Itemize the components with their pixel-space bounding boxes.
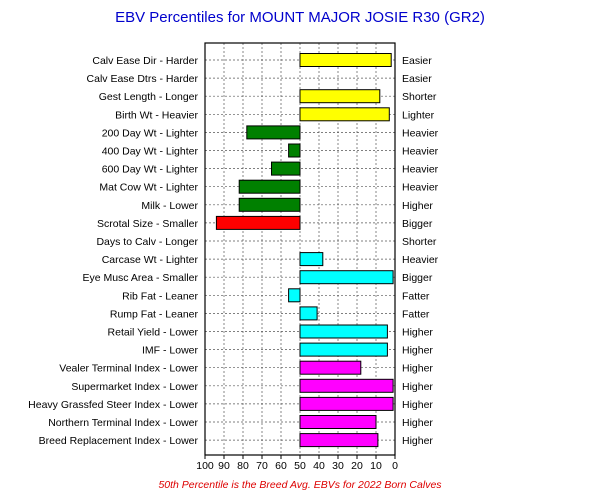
bar-20 xyxy=(299,396,394,411)
direction-label: Heavier xyxy=(402,254,439,266)
bar-6 xyxy=(288,143,301,158)
x-tick-label: 100 xyxy=(196,460,214,472)
direction-label: Higher xyxy=(402,417,433,429)
x-tick-label: 80 xyxy=(237,460,249,472)
x-tick-label: 50 xyxy=(294,460,306,472)
direction-label: Higher xyxy=(402,435,433,447)
category-label: Gest Length - Longer xyxy=(99,91,199,103)
direction-label: Heavier xyxy=(402,146,439,158)
bar-1 xyxy=(299,53,392,67)
category-label: 200 Day Wt - Lighter xyxy=(102,127,199,139)
bar-16 xyxy=(299,324,388,339)
x-tick-label: 20 xyxy=(351,460,363,472)
bar-13 xyxy=(299,270,394,285)
direction-label: Bigger xyxy=(402,218,433,230)
category-label: IMF - Lower xyxy=(142,345,199,357)
x-tick-label: 90 xyxy=(218,460,230,472)
direction-label: Higher xyxy=(402,363,433,375)
direction-label: Heavier xyxy=(402,127,439,139)
bar-14 xyxy=(288,288,301,303)
category-label: Milk - Lower xyxy=(141,200,198,212)
category-label: Birth Wt - Heavier xyxy=(115,109,198,121)
bar-15 xyxy=(299,306,318,321)
category-label: Mat Cow Wt - Lighter xyxy=(99,182,198,194)
category-label: Retail Yield - Lower xyxy=(108,327,199,339)
direction-label: Bigger xyxy=(402,272,433,284)
category-label: Rib Fat - Leaner xyxy=(122,290,198,302)
category-label: Calv Ease Dir - Harder xyxy=(92,55,198,67)
plot-frame xyxy=(204,42,396,456)
direction-label: Higher xyxy=(402,200,433,212)
chart-footnote: 50th Percentile is the Breed Avg. EBVs f… xyxy=(158,479,442,491)
bar-21 xyxy=(299,415,377,429)
category-label: Days to Calv - Longer xyxy=(96,236,198,248)
bar-18 xyxy=(299,360,362,375)
category-label: Supermarket Index - Lower xyxy=(71,381,198,393)
bars-layer xyxy=(215,53,394,448)
direction-label: Fatter xyxy=(402,290,430,302)
direction-label: Higher xyxy=(402,327,433,339)
direction-label: Higher xyxy=(402,381,433,393)
direction-label: Easier xyxy=(402,55,432,67)
direction-label: Lighter xyxy=(402,109,435,121)
bar-17 xyxy=(299,342,388,357)
x-tick-labels: 100 90 80 70 60 50 40 30 20 10 0 xyxy=(196,455,398,472)
direction-label: Heavier xyxy=(402,182,439,194)
x-tick-label: 10 xyxy=(370,460,382,472)
bar-9 xyxy=(238,197,301,212)
x-tick-label: 0 xyxy=(392,460,398,472)
direction-label: Higher xyxy=(402,345,433,357)
x-tick-label: 60 xyxy=(275,460,287,472)
category-label: Scrotal Size - Smaller xyxy=(97,218,198,230)
category-label: Carcase Wt - Lighter xyxy=(102,254,199,266)
bar-10 xyxy=(215,215,301,230)
category-label: Rump Fat - Leaner xyxy=(110,308,199,320)
bar-7 xyxy=(271,161,301,176)
bar-5 xyxy=(246,125,301,140)
grid-layer xyxy=(205,43,395,455)
category-label: Vealer Terminal Index - Lower xyxy=(59,363,198,375)
category-label: 600 Day Wt - Lighter xyxy=(102,164,199,176)
bar-22 xyxy=(299,433,379,448)
direction-label: Heavier xyxy=(402,164,439,176)
category-label: Breed Replacement Index - Lower xyxy=(39,435,199,447)
direction-label: Shorter xyxy=(402,91,437,103)
bar-12 xyxy=(299,252,324,267)
bar-3 xyxy=(299,89,381,104)
category-label: Calv Ease Dtrs - Harder xyxy=(87,73,199,85)
direction-label: Higher xyxy=(402,399,433,411)
bar-8 xyxy=(238,179,301,194)
x-tick-label: 70 xyxy=(256,460,268,472)
x-tick-label: 40 xyxy=(313,460,325,472)
direction-label: Easier xyxy=(402,73,432,85)
direction-label: Shorter xyxy=(402,236,437,248)
category-label: 400 Day Wt - Lighter xyxy=(102,146,199,158)
bar-4 xyxy=(299,107,390,122)
category-label: Northern Terminal Index - Lower xyxy=(48,417,198,429)
labels-layer: Calv Ease Dir - Harder Calv Ease Dtrs - H… xyxy=(28,55,439,447)
x-tick-label: 30 xyxy=(332,460,344,472)
bar-19 xyxy=(299,378,394,393)
category-label: Heavy Grassfed Steer Index - Lower xyxy=(28,399,198,411)
chart-title: EBV Percentiles for MOUNT MAJOR JOSIE R3… xyxy=(115,9,485,26)
direction-label: Fatter xyxy=(402,308,430,320)
category-label: Eye Musc Area - Smaller xyxy=(82,272,198,284)
